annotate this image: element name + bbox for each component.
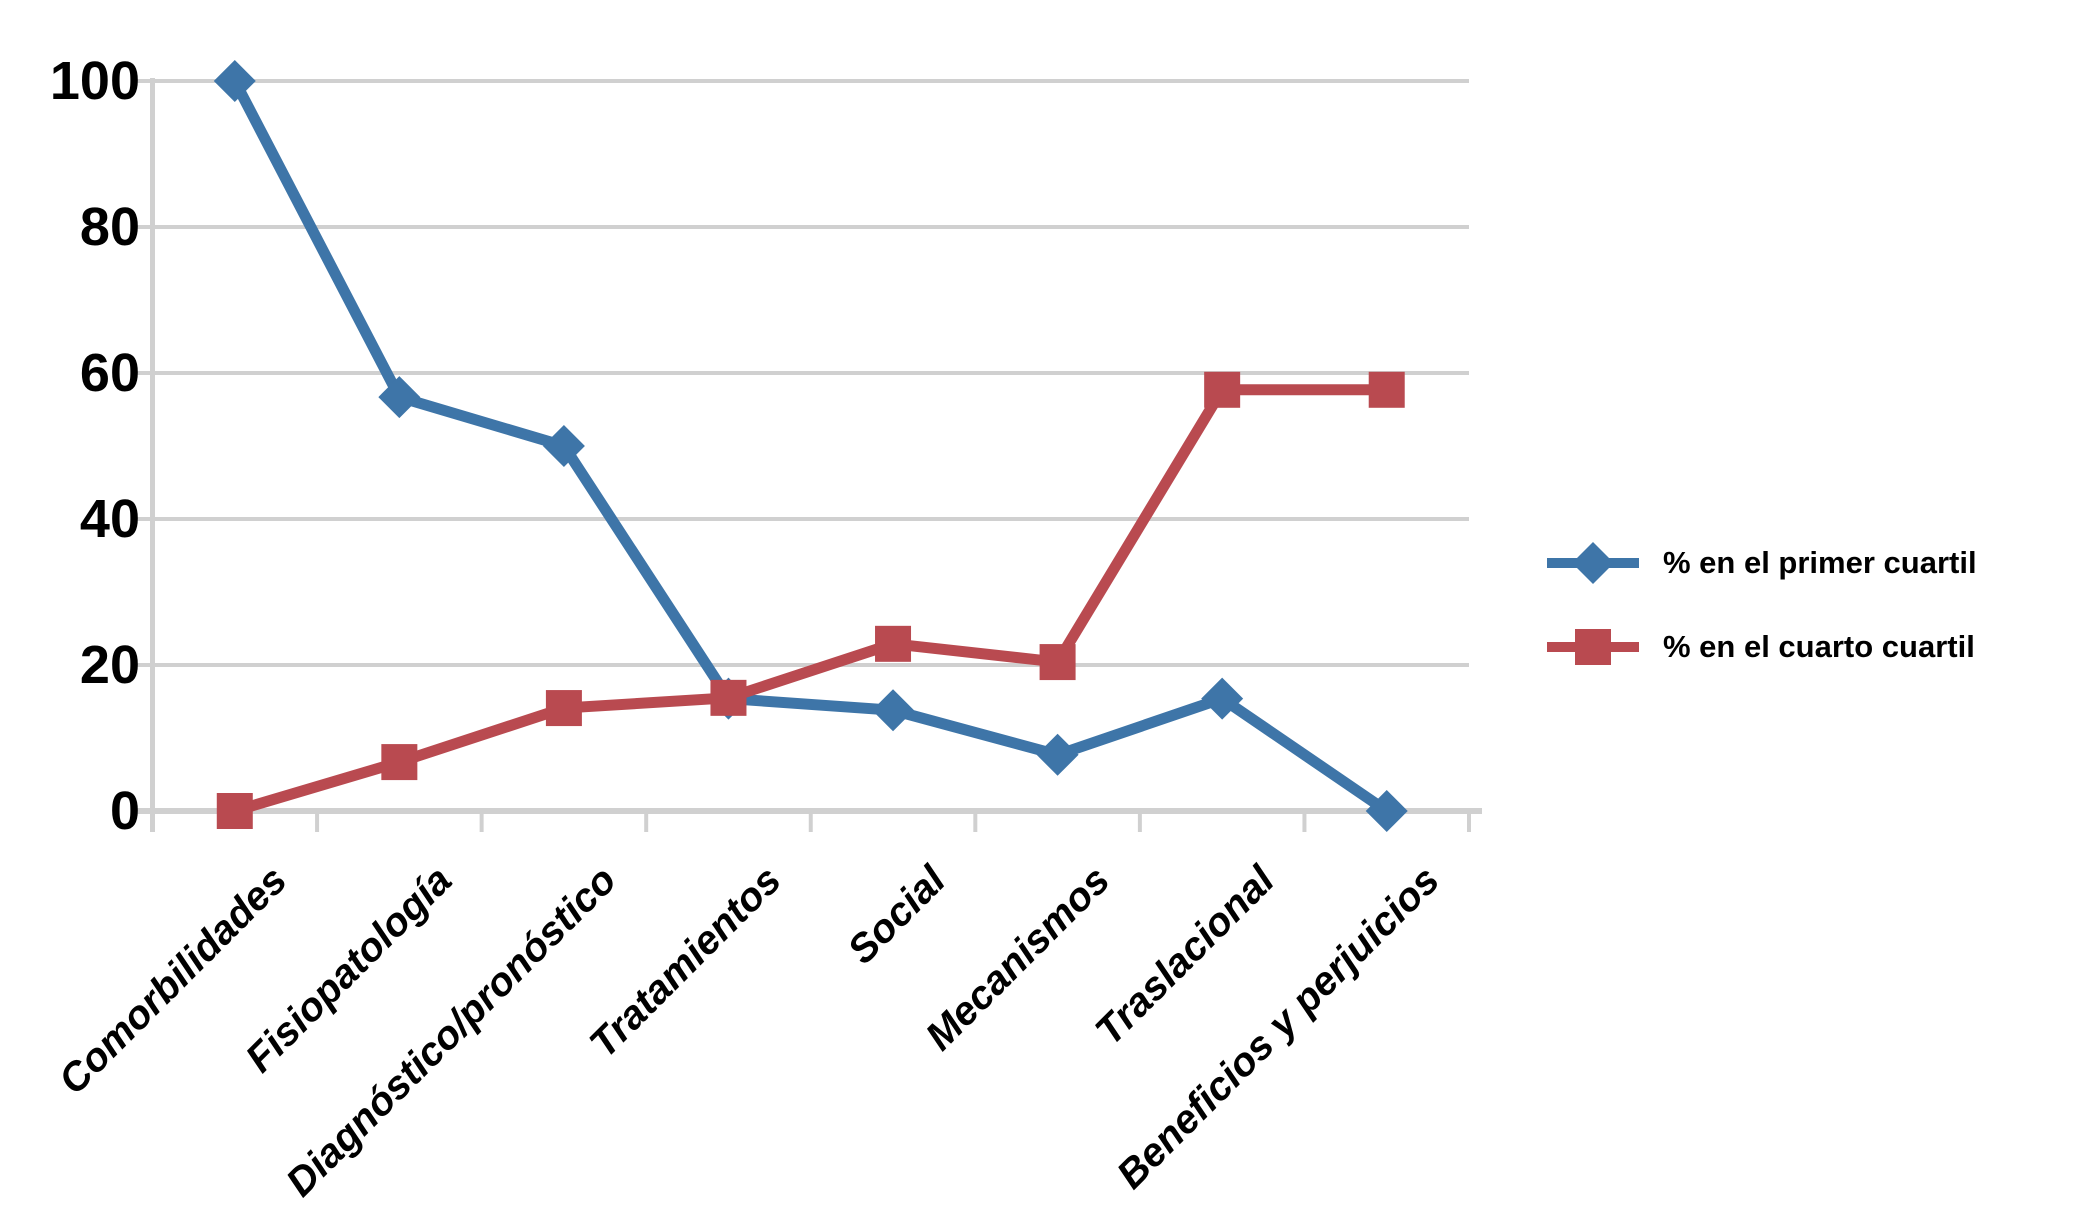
data-point-marker: [875, 625, 912, 662]
y-axis-tick-label: 60: [79, 343, 140, 403]
data-point-marker: [213, 60, 256, 102]
data-point-marker: [1365, 790, 1408, 832]
data-point-marker: [1036, 733, 1079, 776]
data-point-marker: [542, 425, 585, 467]
legend-label: % en el primer cuartil: [1663, 545, 1977, 580]
y-axis-tick-label: 100: [49, 51, 140, 111]
series-line: [233, 384, 1387, 817]
legend-item-cuarto-cuartil: % en el cuarto cuartil: [1545, 605, 1977, 689]
data-point-marker: [216, 793, 253, 829]
y-axis-tick-label: 0: [109, 781, 140, 841]
data-point-marker: [545, 690, 582, 727]
data-point-marker: [1204, 371, 1241, 408]
y-axis-tick-label: 20: [79, 635, 140, 695]
data-point-marker: [872, 689, 915, 732]
data-point-marker: [1368, 371, 1405, 408]
data-point-marker: [1039, 644, 1076, 681]
legend-label: % en el cuarto cuartil: [1663, 629, 1975, 664]
y-axis-tick-label: 40: [79, 489, 140, 549]
legend: % en el primer cuartil % en el cuarto cu…: [1545, 521, 1977, 689]
legend-marker-diamond-icon: [1547, 542, 1639, 584]
legend-marker-square-icon: [1547, 629, 1639, 665]
data-point-marker: [381, 744, 418, 781]
data-point-marker: [378, 376, 421, 419]
data-point-marker: [710, 679, 747, 716]
series-line: [229, 78, 1390, 816]
legend-item-primer-cuartil: % en el primer cuartil: [1545, 521, 1977, 605]
y-axis-tick-label: 80: [79, 197, 140, 257]
data-point-marker: [1201, 677, 1244, 720]
